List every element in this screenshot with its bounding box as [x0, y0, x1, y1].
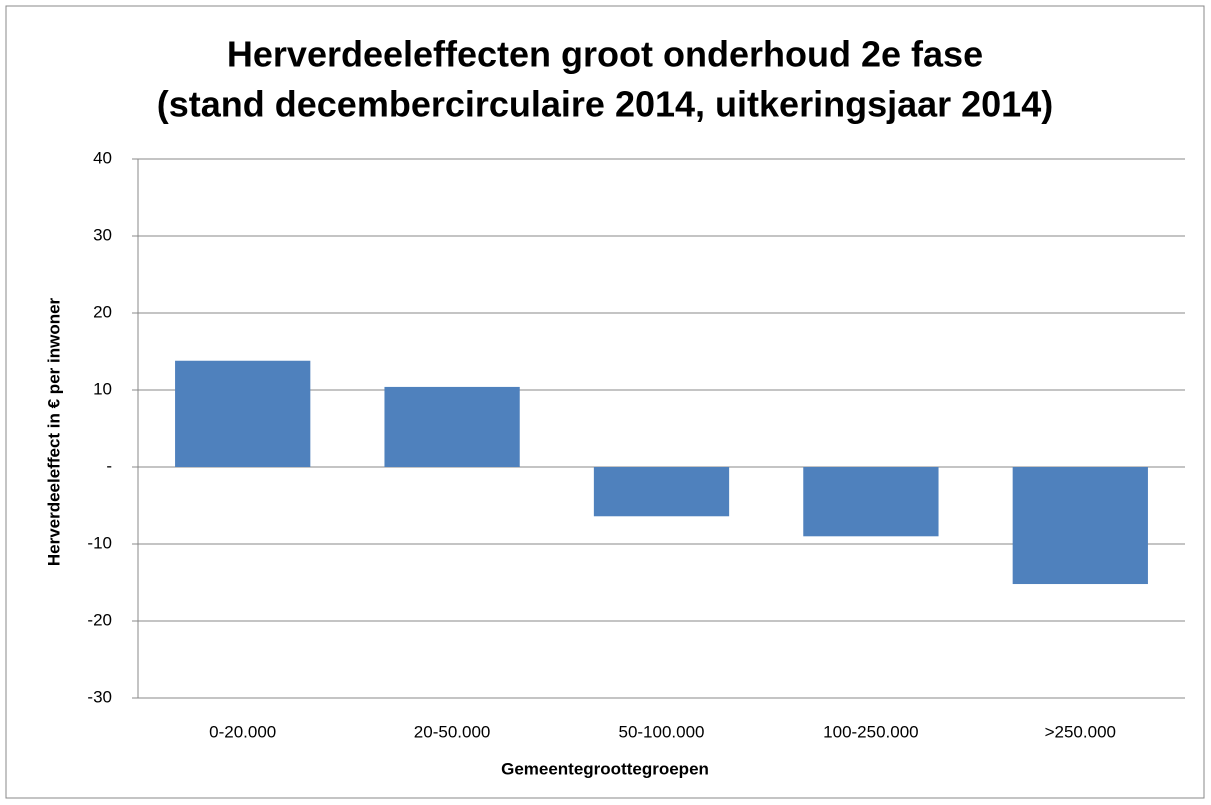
y-tick-label: 30: [93, 225, 112, 244]
x-tick-label: 20-50.000: [414, 722, 491, 741]
bar: [1012, 467, 1148, 585]
x-tick-label: 0-20.000: [209, 722, 276, 741]
y-axis-label: Herverdeeleffect in € per inwoner: [44, 297, 63, 566]
x-tick-label: 100-250.000: [823, 722, 918, 741]
y-tick-label: -10: [87, 533, 112, 552]
y-tick-label: -30: [87, 687, 112, 706]
y-tick-label: 40: [93, 148, 112, 167]
chart-title: Herverdeeleffecten groot onderhoud 2e fa…: [227, 34, 983, 75]
chart-title: (stand decembercirculaire 2014, uitkerin…: [157, 84, 1053, 125]
y-tick-label: -: [106, 456, 112, 475]
y-tick-label: -20: [87, 610, 112, 629]
bar: [175, 360, 311, 467]
bar: [803, 467, 939, 537]
x-tick-label: 50-100.000: [618, 722, 704, 741]
y-tick-label: 10: [93, 379, 112, 398]
x-axis-label: Gemeentegroottegroepen: [501, 759, 709, 778]
bar: [384, 386, 520, 467]
bar: [593, 467, 730, 517]
y-tick-label: 20: [93, 302, 112, 321]
x-tick-label: >250.000: [1045, 722, 1116, 741]
